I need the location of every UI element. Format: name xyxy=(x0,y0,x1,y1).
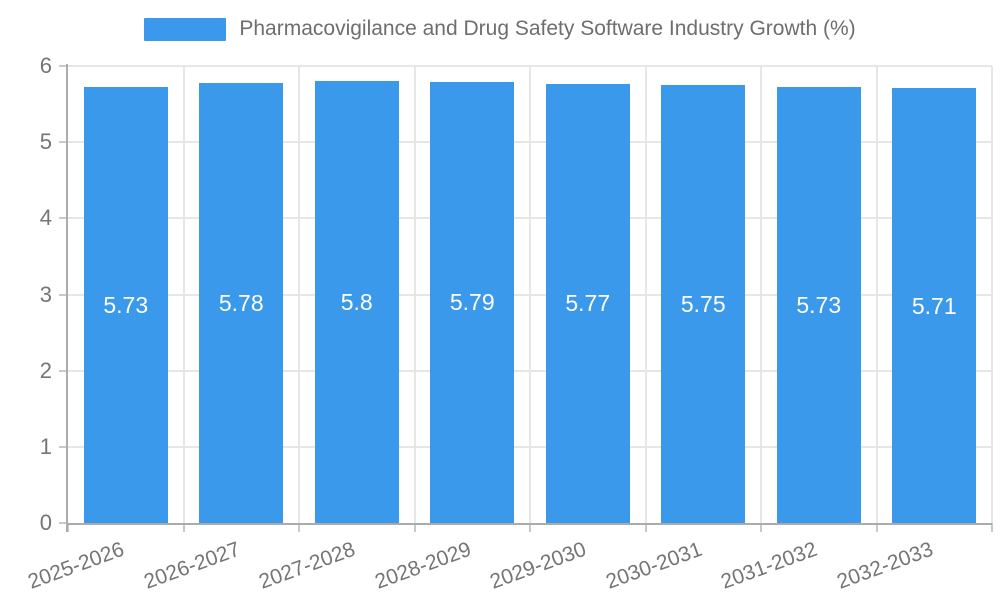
x-axis-label: 2032-2033 xyxy=(833,537,937,594)
gridline-vertical xyxy=(298,66,300,523)
x-axis-tick xyxy=(182,523,185,532)
bar[interactable] xyxy=(892,88,977,523)
y-axis-label: 6 xyxy=(39,53,52,78)
y-axis-label: 2 xyxy=(39,357,52,383)
bar-value-label: 5.73 xyxy=(103,291,149,318)
gridline-vertical xyxy=(875,66,878,523)
chart-legend[interactable]: Pharmacovigilance and Drug Safety Softwa… xyxy=(0,14,1000,44)
gridline-vertical xyxy=(991,66,993,523)
bar[interactable] xyxy=(545,83,630,523)
y-axis-label: 0 xyxy=(39,510,52,535)
gridline-vertical xyxy=(760,66,762,523)
x-axis-tick xyxy=(413,523,416,532)
x-axis-tick xyxy=(644,523,647,532)
bar[interactable] xyxy=(776,86,861,523)
y-axis-label: 1 xyxy=(39,433,52,459)
bar-value-label: 5.8 xyxy=(340,289,373,316)
y-axis-tick xyxy=(59,445,68,448)
x-axis-label: 2026-2027 xyxy=(140,537,244,594)
gridline-vertical xyxy=(644,66,647,523)
x-axis-label: 2025-2026 xyxy=(25,537,128,594)
x-axis-tick xyxy=(67,523,69,532)
gridline-vertical xyxy=(182,66,185,523)
bar-value-label: 5.73 xyxy=(796,291,842,318)
y-axis-tick xyxy=(59,522,68,524)
x-axis-label: 2031-2032 xyxy=(718,537,821,594)
chart-title: Pharmacovigilance and Drug Safety Softwa… xyxy=(239,17,856,40)
bar-value-label: 5.71 xyxy=(911,292,957,319)
bar-value-label: 5.79 xyxy=(449,289,495,316)
bar-value-label: 5.75 xyxy=(680,291,726,318)
gridline-vertical xyxy=(413,66,416,523)
y-axis-label: 4 xyxy=(39,205,52,231)
y-axis-label: 3 xyxy=(39,281,52,307)
x-axis-label: 2028-2029 xyxy=(371,537,475,594)
x-axis-tick xyxy=(298,523,300,532)
bar[interactable] xyxy=(199,82,284,523)
bar[interactable] xyxy=(83,86,168,523)
bar-value-label: 5.78 xyxy=(218,289,264,316)
x-axis-tick xyxy=(529,523,531,532)
x-axis-label: 2030-2031 xyxy=(602,537,706,594)
x-axis-tick xyxy=(991,523,993,532)
legend-swatch-icon[interactable] xyxy=(144,17,227,41)
gridline-vertical xyxy=(529,66,531,523)
bar[interactable] xyxy=(661,85,746,523)
y-axis-tick xyxy=(59,369,68,372)
bar[interactable] xyxy=(430,81,515,523)
x-axis-label: 2027-2028 xyxy=(256,537,359,594)
x-axis-tick xyxy=(875,523,878,532)
y-axis-tick xyxy=(59,141,68,144)
y-axis-label: 5 xyxy=(39,129,52,155)
y-axis-tick xyxy=(59,65,68,67)
x-axis-tick xyxy=(760,523,762,532)
x-axis-line xyxy=(66,523,992,525)
y-axis-tick xyxy=(59,293,68,296)
y-axis-tick xyxy=(59,217,68,220)
bar-value-label: 5.77 xyxy=(565,290,611,317)
bar[interactable] xyxy=(314,81,399,523)
x-axis-label: 2029-2030 xyxy=(487,537,590,594)
y-axis-line xyxy=(66,64,68,532)
